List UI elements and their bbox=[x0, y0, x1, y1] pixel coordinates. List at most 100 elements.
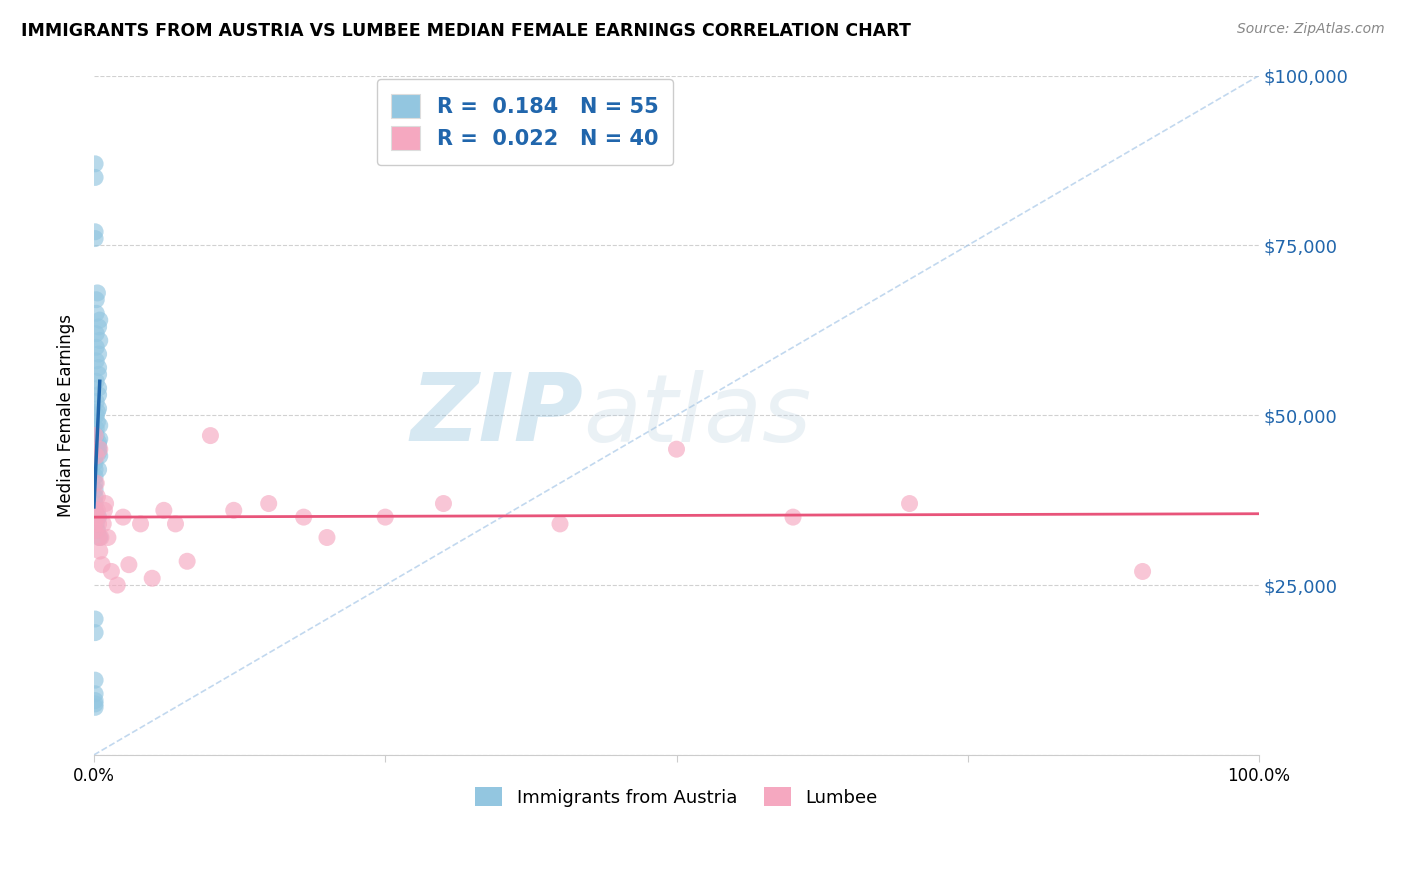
Point bbox=[84, 673, 107, 688]
Text: IMMIGRANTS FROM AUSTRIA VS LUMBEE MEDIAN FEMALE EARNINGS CORRELATION CHART: IMMIGRANTS FROM AUSTRIA VS LUMBEE MEDIAN… bbox=[21, 22, 911, 40]
Point bbox=[129, 516, 152, 531]
Point bbox=[86, 415, 108, 429]
Point bbox=[86, 503, 108, 517]
Point bbox=[84, 449, 107, 463]
Point bbox=[84, 697, 107, 711]
Point bbox=[84, 476, 107, 491]
Point bbox=[84, 496, 107, 510]
Point bbox=[257, 496, 280, 510]
Point bbox=[84, 456, 107, 470]
Point bbox=[87, 347, 110, 361]
Point bbox=[100, 565, 122, 579]
Text: atlas: atlas bbox=[583, 369, 811, 460]
Point bbox=[94, 496, 117, 510]
Point bbox=[84, 225, 107, 239]
Point bbox=[84, 693, 107, 707]
Point bbox=[84, 612, 107, 626]
Point bbox=[87, 435, 110, 450]
Point bbox=[84, 157, 107, 171]
Point bbox=[87, 319, 110, 334]
Point bbox=[84, 422, 107, 436]
Point bbox=[898, 496, 921, 510]
Point bbox=[316, 531, 339, 545]
Point bbox=[86, 405, 108, 419]
Point bbox=[782, 510, 804, 524]
Point bbox=[84, 306, 107, 320]
Point bbox=[84, 326, 107, 341]
Point bbox=[665, 442, 688, 457]
Point bbox=[89, 418, 111, 433]
Point bbox=[89, 544, 111, 558]
Point bbox=[141, 571, 163, 585]
Point bbox=[548, 516, 571, 531]
Point bbox=[89, 334, 111, 348]
Point bbox=[84, 516, 107, 531]
Point bbox=[84, 476, 107, 491]
Point bbox=[91, 516, 114, 531]
Point bbox=[90, 531, 112, 545]
Point bbox=[84, 462, 107, 476]
Point bbox=[84, 408, 107, 422]
Point bbox=[84, 625, 107, 640]
Point bbox=[84, 490, 107, 504]
Point bbox=[84, 449, 107, 463]
Point bbox=[93, 503, 115, 517]
Point bbox=[200, 428, 222, 442]
Point bbox=[87, 462, 110, 476]
Point bbox=[84, 524, 107, 538]
Point bbox=[105, 578, 128, 592]
Y-axis label: Median Female Earnings: Median Female Earnings bbox=[58, 314, 75, 516]
Point bbox=[86, 285, 108, 300]
Point bbox=[86, 490, 108, 504]
Point bbox=[84, 428, 107, 442]
Point bbox=[84, 483, 107, 497]
Point bbox=[87, 531, 110, 545]
Point bbox=[87, 510, 110, 524]
Point bbox=[84, 293, 107, 307]
Point bbox=[84, 354, 107, 368]
Point bbox=[84, 503, 107, 517]
Point bbox=[86, 510, 108, 524]
Point bbox=[176, 554, 198, 568]
Point bbox=[97, 531, 120, 545]
Point bbox=[87, 445, 110, 459]
Point bbox=[84, 231, 107, 245]
Point bbox=[87, 401, 110, 416]
Point bbox=[374, 510, 396, 524]
Point bbox=[118, 558, 141, 572]
Point bbox=[84, 442, 107, 457]
Point bbox=[84, 394, 107, 409]
Legend: Immigrants from Austria, Lumbee: Immigrants from Austria, Lumbee bbox=[468, 780, 886, 814]
Point bbox=[89, 449, 111, 463]
Point bbox=[292, 510, 315, 524]
Point bbox=[84, 170, 107, 185]
Point bbox=[87, 381, 110, 395]
Point bbox=[87, 360, 110, 375]
Point bbox=[87, 388, 110, 402]
Text: Source: ZipAtlas.com: Source: ZipAtlas.com bbox=[1237, 22, 1385, 37]
Point bbox=[432, 496, 454, 510]
Point bbox=[84, 700, 107, 714]
Point bbox=[84, 469, 107, 483]
Point bbox=[87, 368, 110, 382]
Point bbox=[87, 442, 110, 457]
Text: ZIP: ZIP bbox=[411, 369, 583, 461]
Point bbox=[84, 340, 107, 354]
Point bbox=[84, 687, 107, 701]
Point bbox=[84, 503, 107, 517]
Point bbox=[91, 558, 114, 572]
Point bbox=[87, 516, 110, 531]
Point bbox=[84, 428, 107, 442]
Point bbox=[153, 503, 176, 517]
Point bbox=[84, 516, 107, 531]
Point bbox=[222, 503, 245, 517]
Point bbox=[87, 439, 110, 453]
Point bbox=[89, 432, 111, 446]
Point bbox=[1132, 565, 1154, 579]
Point bbox=[112, 510, 135, 524]
Point bbox=[89, 531, 111, 545]
Point bbox=[89, 313, 111, 327]
Point bbox=[165, 516, 187, 531]
Point bbox=[84, 374, 107, 388]
Point bbox=[86, 524, 108, 538]
